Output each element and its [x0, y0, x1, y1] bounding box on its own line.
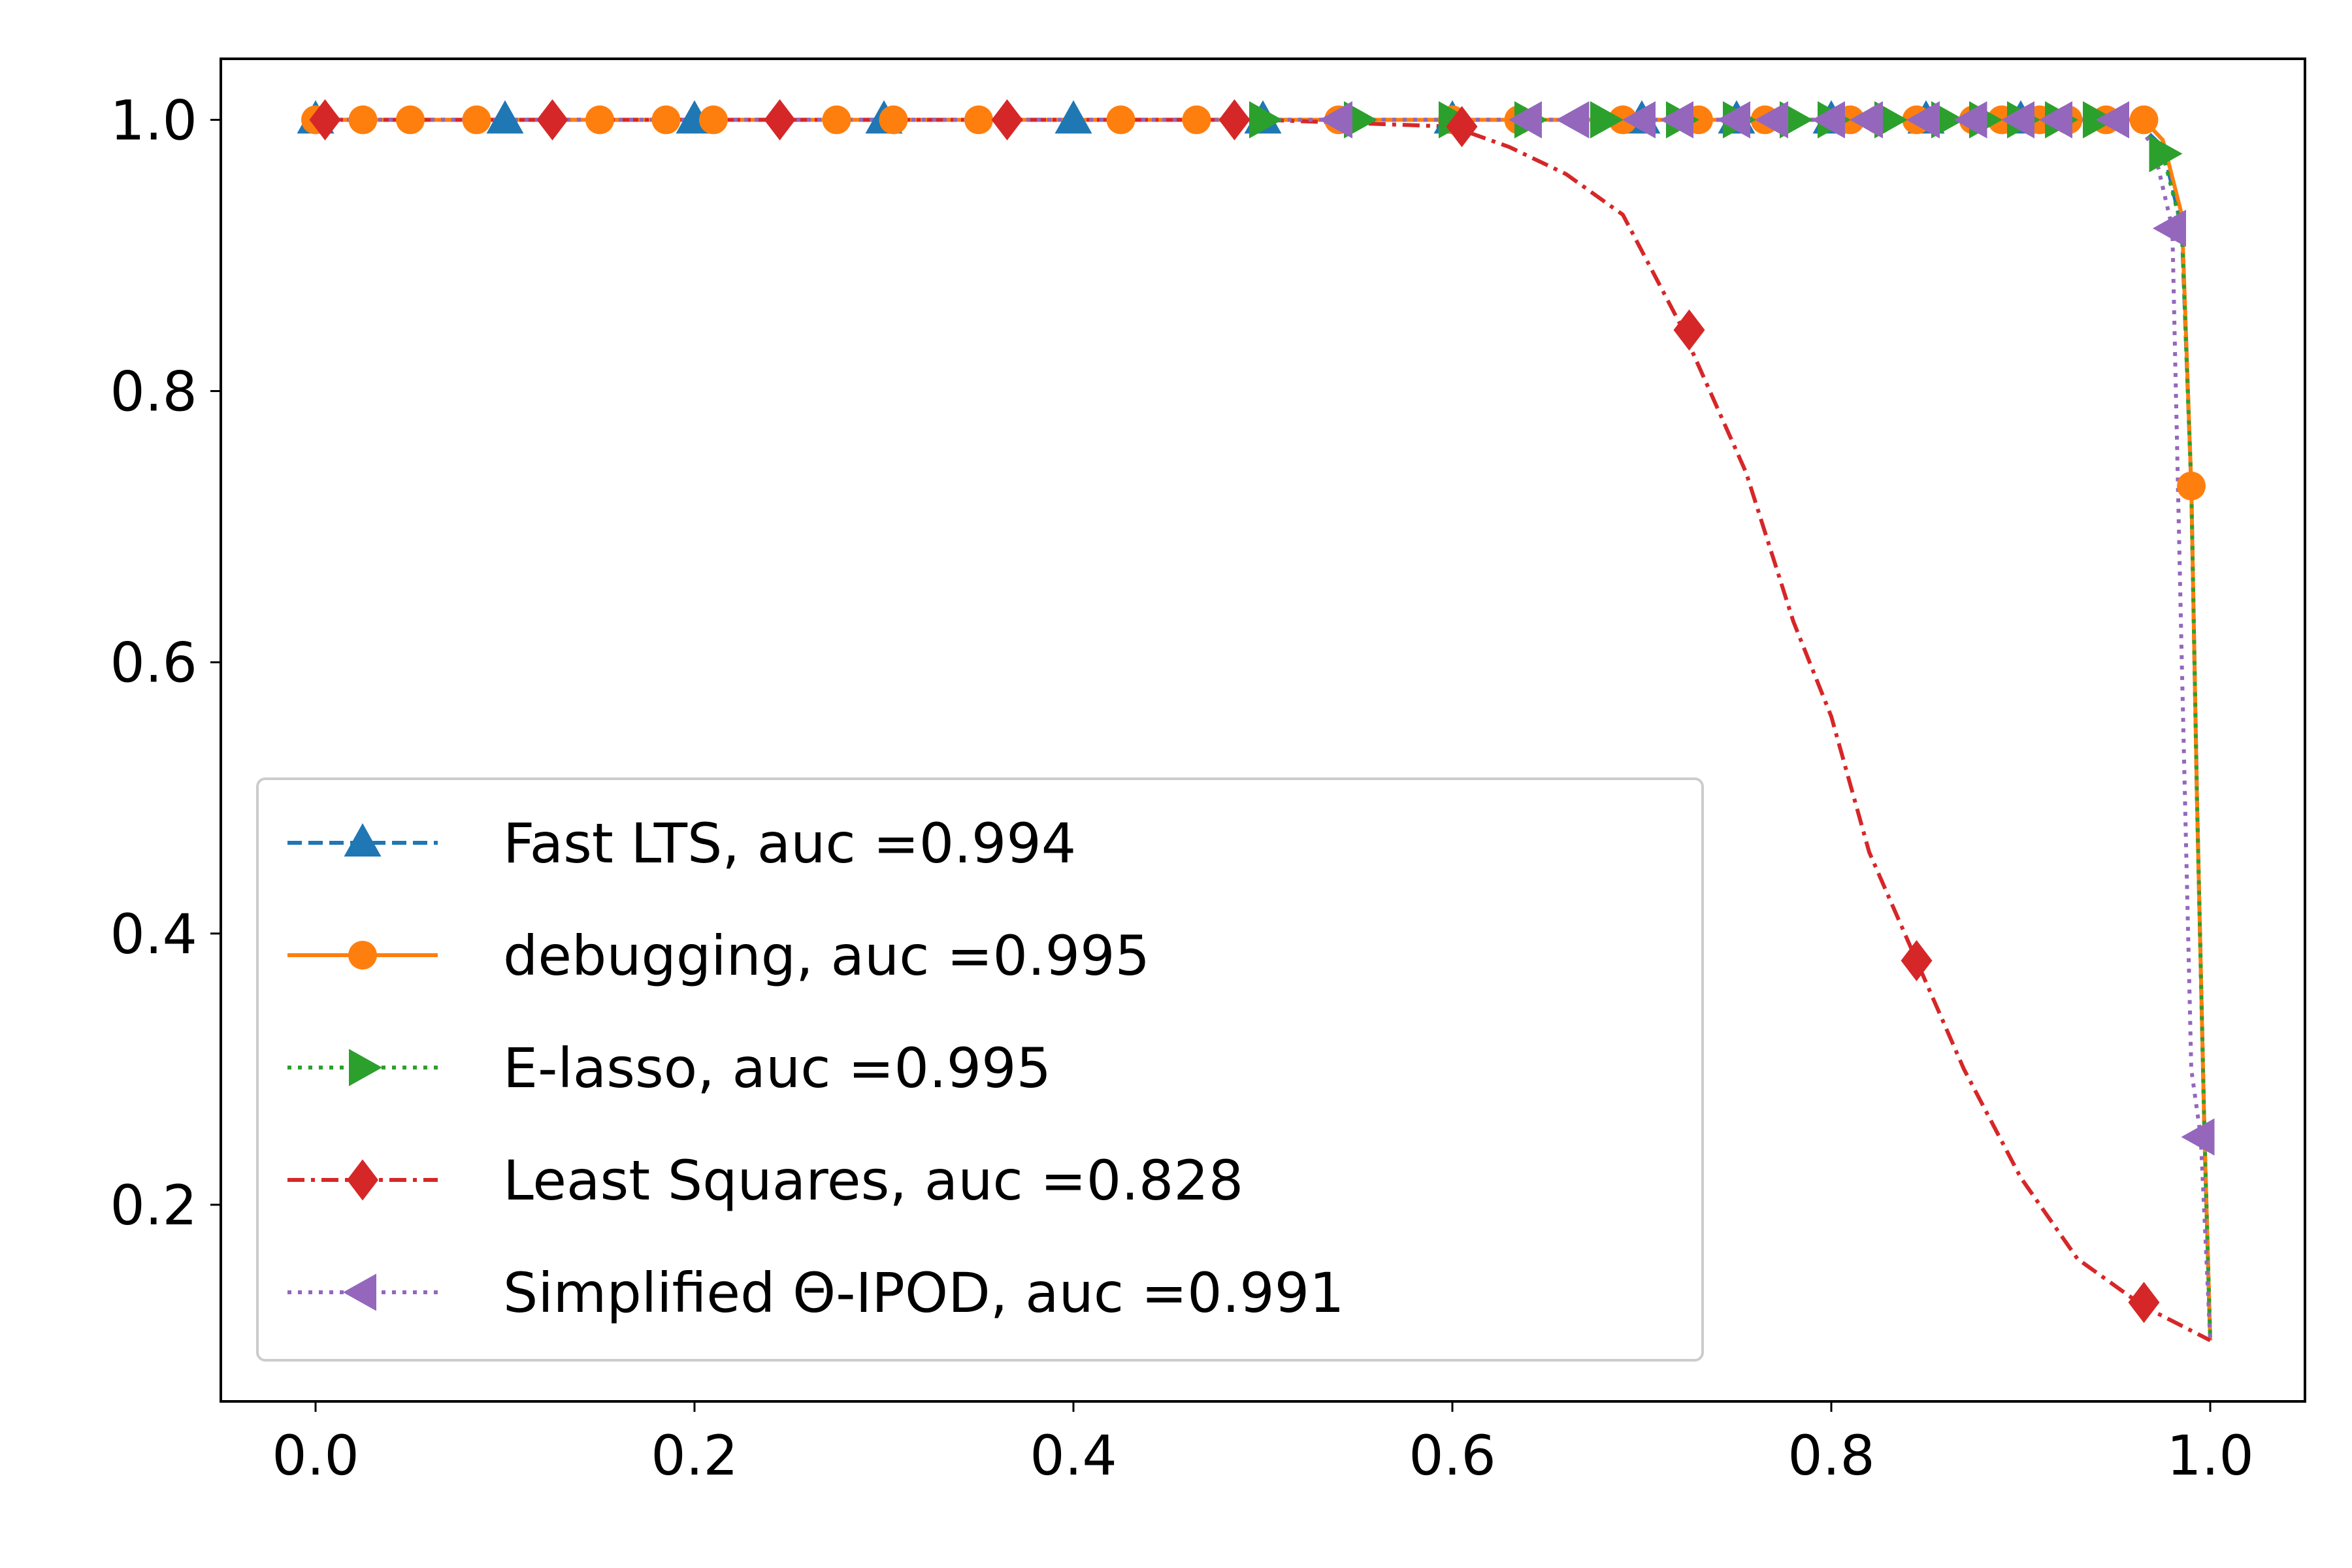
- data-point: [1622, 101, 1656, 139]
- data-point: [699, 105, 728, 135]
- data-point: [2001, 101, 2034, 139]
- y-tick-label: 0.6: [110, 631, 197, 695]
- legend-box: [256, 777, 1704, 1362]
- x-tick-label: 0.4: [1030, 1424, 1117, 1488]
- y-axis: 0.2 0.4 0.6 0.8 1.0: [110, 88, 221, 1237]
- series-4-markers: [1319, 101, 2215, 1156]
- data-point: [1509, 101, 1542, 139]
- data-point: [396, 105, 425, 135]
- legend-marker: [344, 823, 382, 857]
- data-point: [1755, 101, 1788, 139]
- data-point: [348, 105, 378, 135]
- x-tick-label: 0.6: [1409, 1424, 1496, 1488]
- data-point: [1182, 105, 1211, 135]
- legend-item: Fast LTS, auc =0.994: [287, 811, 1076, 875]
- data-point: [462, 105, 491, 135]
- data-point: [764, 99, 796, 140]
- legend-marker: [349, 1049, 382, 1086]
- data-point: [486, 100, 524, 134]
- data-point: [1901, 939, 1933, 981]
- x-tick-label: 1.0: [2166, 1424, 2254, 1488]
- legend-item: Simplified Θ-IPOD, auc =0.991: [287, 1261, 1345, 1325]
- data-point: [2096, 101, 2129, 139]
- series-line-4: [316, 118, 2212, 1341]
- data-point: [2128, 1281, 2160, 1323]
- legend-label: Simplified Θ-IPOD, auc =0.991: [503, 1261, 1345, 1325]
- x-axis: 0.0 0.2 0.4 0.6 0.8 1.0: [272, 1401, 2254, 1488]
- data-point: [585, 105, 614, 135]
- data-point: [1906, 101, 1940, 139]
- data-point: [1673, 309, 1705, 351]
- data-point: [1953, 101, 1987, 139]
- data-point: [1249, 101, 1282, 139]
- legend: Fast LTS, auc =0.994 debugging, auc =0.99…: [256, 777, 1704, 1362]
- series-markers: [297, 99, 2215, 1323]
- data-point: [1717, 101, 1750, 139]
- data-point: [822, 105, 851, 135]
- data-point: [2177, 471, 2206, 500]
- data-point: [991, 99, 1023, 140]
- data-point: [1446, 106, 1478, 148]
- y-tick-label: 0.2: [110, 1173, 197, 1237]
- x-tick-label: 0.0: [272, 1424, 359, 1488]
- data-point: [964, 105, 993, 135]
- data-point: [1106, 105, 1135, 135]
- legend-item: Least Squares, auc =0.828: [287, 1149, 1243, 1213]
- legend-marker: [347, 1159, 378, 1201]
- data-point: [1812, 101, 1845, 139]
- legend-label: debugging, auc =0.995: [503, 924, 1150, 988]
- legend-marker: [343, 1273, 376, 1311]
- series-3-markers: [309, 99, 2160, 1323]
- data-point: [1319, 101, 1352, 139]
- data-point: [879, 105, 908, 135]
- x-tick-label: 0.8: [1788, 1424, 1875, 1488]
- data-point: [2149, 135, 2183, 172]
- legend-label: Least Squares, auc =0.828: [503, 1149, 1243, 1213]
- legend-marker: [348, 941, 377, 970]
- data-point: [1850, 101, 1883, 139]
- data-point: [2153, 209, 2186, 247]
- axes-frame: [220, 57, 2306, 1403]
- data-point: [1660, 101, 1693, 139]
- data-point: [2129, 105, 2159, 135]
- legend-item: debugging, auc =0.995: [287, 924, 1150, 988]
- y-tick-label: 1.0: [110, 88, 197, 152]
- series-line-2: [316, 118, 2212, 1341]
- data-point: [309, 99, 341, 140]
- legend-item: E-lasso, auc =0.995: [287, 1036, 1051, 1100]
- data-point: [651, 105, 681, 135]
- legend-label: E-lasso, auc =0.995: [503, 1036, 1051, 1100]
- data-point: [2039, 101, 2072, 139]
- data-point: [1218, 99, 1250, 140]
- data-point: [2181, 1118, 2215, 1156]
- y-tick-label: 0.8: [110, 360, 197, 424]
- data-point: [536, 99, 568, 140]
- legend-label: Fast LTS, auc =0.994: [503, 811, 1076, 875]
- x-tick-label: 0.2: [651, 1424, 738, 1488]
- data-point: [1556, 101, 1590, 139]
- y-tick-label: 0.4: [110, 902, 197, 966]
- data-point: [1054, 100, 1092, 134]
- data-point: [1590, 101, 1624, 139]
